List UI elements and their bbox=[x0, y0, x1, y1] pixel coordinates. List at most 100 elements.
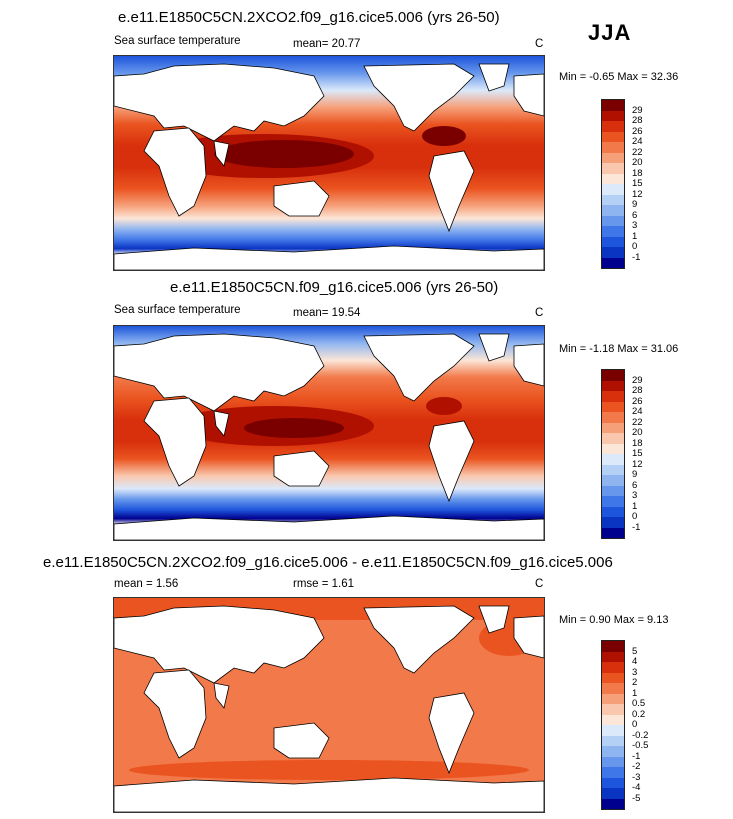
colorbar-label: -4 bbox=[632, 782, 641, 793]
colorbar-label: 22 bbox=[632, 416, 643, 428]
colorbar-label: -5 bbox=[632, 792, 641, 804]
colorbar-swatch bbox=[602, 651, 624, 662]
panel-title: e.e11.E1850C5CN.f09_g16.cice5.006 (yrs 2… bbox=[170, 279, 499, 296]
colorbar-swatch bbox=[602, 391, 624, 402]
panel-title: e.e11.E1850C5CN.2XCO2.f09_g16.cice5.006 … bbox=[118, 9, 500, 26]
europe-west bbox=[513, 343, 544, 387]
colorbar-label: 28 bbox=[632, 385, 643, 396]
india bbox=[213, 140, 230, 167]
africa bbox=[143, 127, 207, 217]
antarctica bbox=[114, 777, 544, 812]
south-band-anom bbox=[129, 760, 529, 780]
colorbar-swatch bbox=[602, 131, 624, 142]
colorbar-label: 29 bbox=[632, 374, 643, 386]
colorbar-swatch bbox=[602, 226, 624, 237]
colorbar-swatch bbox=[602, 247, 624, 258]
north-america bbox=[363, 333, 475, 402]
min-max-label: Min = -0.65 Max = 32.36 bbox=[559, 71, 679, 83]
colorbar-label: 0.5 bbox=[632, 698, 646, 709]
colorbar-swatch bbox=[602, 777, 624, 788]
colorbar-swatch bbox=[602, 746, 624, 757]
season-label: JJA bbox=[588, 20, 632, 45]
colorbar-label: 24 bbox=[632, 406, 643, 417]
colorbar-swatch bbox=[602, 485, 624, 496]
colorbar-label: 9 bbox=[632, 199, 638, 210]
colorbar-swatch bbox=[602, 662, 624, 673]
rmse-stat: rmse = 1.61 bbox=[293, 578, 355, 590]
colorbar-swatch bbox=[602, 496, 624, 507]
colorbar-swatch bbox=[602, 725, 624, 736]
europe-west bbox=[513, 615, 544, 659]
australia bbox=[273, 722, 330, 759]
difference-map bbox=[113, 597, 545, 813]
europe-west bbox=[513, 73, 544, 117]
colorbar-swatch bbox=[602, 767, 624, 778]
colorbar-swatch bbox=[602, 735, 624, 746]
south-america bbox=[428, 150, 475, 233]
greenland bbox=[478, 333, 510, 362]
colorbar-swatch bbox=[602, 506, 624, 517]
colorbar-swatch bbox=[602, 173, 624, 184]
colorbar-swatch bbox=[602, 454, 624, 465]
colorbar-label: 12 bbox=[632, 188, 643, 200]
eurasia bbox=[114, 63, 325, 142]
colorbar-label: -1 bbox=[632, 251, 641, 263]
colorbar-swatch bbox=[602, 194, 624, 205]
colorbar-label: -1 bbox=[632, 750, 641, 762]
colorbar-swatch bbox=[602, 641, 624, 652]
colorbar-label: 2 bbox=[632, 677, 638, 688]
warm-pool-core bbox=[214, 140, 354, 168]
colorbar-label: 1 bbox=[632, 230, 638, 242]
colorbar: 5 4 3 2 1 0.5 0.2 0 -0.2 -0.5 -1 -2 -3 -4 -5 bbox=[601, 640, 648, 810]
land-masses bbox=[114, 63, 544, 270]
colorbar-label: 6 bbox=[632, 479, 638, 491]
mean-stat: mean= 20.77 bbox=[293, 38, 361, 50]
colorbar-swatch bbox=[602, 433, 624, 444]
land-masses bbox=[114, 333, 544, 540]
colorbar-label: -3 bbox=[632, 771, 641, 783]
colorbar-swatch bbox=[602, 672, 624, 683]
colorbar-label: -2 bbox=[632, 761, 641, 772]
colorbar-label: 26 bbox=[632, 395, 643, 407]
sst-map bbox=[113, 55, 545, 271]
colorbar-label: 0.2 bbox=[632, 708, 646, 720]
india bbox=[213, 682, 230, 709]
africa bbox=[143, 397, 207, 487]
colorbar-label: 4 bbox=[632, 656, 638, 667]
colorbar-label: 29 bbox=[632, 104, 643, 116]
antarctica bbox=[114, 515, 544, 540]
colorbar-label: 0 bbox=[632, 241, 638, 252]
colorbar-swatch bbox=[602, 370, 624, 381]
warm-pool-core bbox=[244, 418, 344, 438]
colorbar-label: 0 bbox=[632, 719, 638, 730]
colorbar-swatch bbox=[602, 142, 624, 153]
colorbar-label: 3 bbox=[632, 666, 638, 678]
colorbar-swatch bbox=[602, 152, 624, 163]
colorbar: 29 28 26 24 22 20 18 15 12 9 6 3 1 0 -1 bbox=[601, 99, 643, 269]
colorbar-swatch bbox=[602, 683, 624, 694]
colorbar-swatch bbox=[602, 693, 624, 704]
colorbar-label: 1 bbox=[632, 500, 638, 512]
colorbar-swatch bbox=[602, 422, 624, 433]
africa bbox=[143, 669, 207, 759]
mean-stat: mean = 1.56 bbox=[114, 578, 179, 590]
colorbar-label: -0.2 bbox=[632, 729, 649, 741]
colorbar-swatch bbox=[602, 380, 624, 391]
colorbar-swatch bbox=[602, 121, 624, 132]
colorbar-label: 28 bbox=[632, 115, 643, 126]
colorbar-swatch bbox=[602, 475, 624, 486]
greenland bbox=[478, 605, 510, 634]
units-label: C bbox=[535, 578, 544, 590]
colorbar-swatch bbox=[602, 236, 624, 247]
greenland bbox=[478, 63, 510, 92]
colorbar-label: 20 bbox=[632, 427, 643, 438]
units-label: C bbox=[535, 307, 544, 319]
caribbean-warm bbox=[422, 126, 466, 146]
eurasia bbox=[114, 333, 325, 412]
eurasia bbox=[114, 605, 325, 684]
india bbox=[213, 410, 230, 437]
antarctica bbox=[114, 245, 544, 270]
variable-label: Sea surface temperature bbox=[114, 35, 241, 47]
land-masses bbox=[114, 605, 544, 812]
colorbar-swatch bbox=[602, 714, 624, 725]
